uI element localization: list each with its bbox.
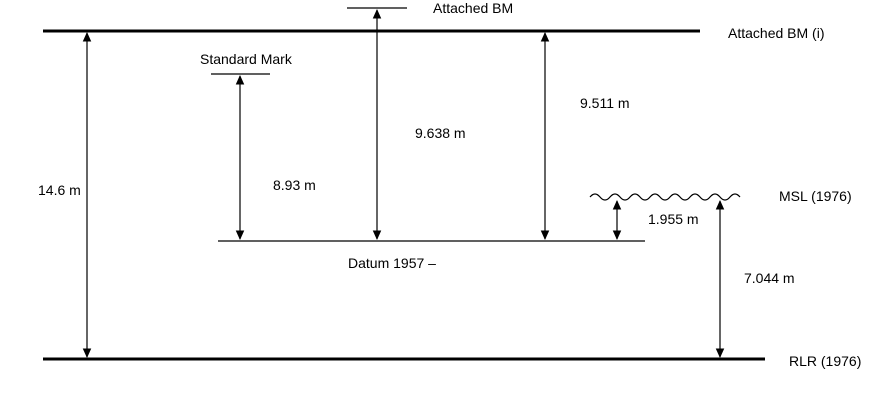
attached-bm-label: Attached BM: [433, 0, 513, 16]
msl-wave-line: [589, 193, 741, 201]
datum-1957-label: Datum 1957 –: [348, 255, 436, 271]
msl-label: MSL (1976): [779, 188, 852, 204]
measurement-1-955-label: 1.955 m: [648, 211, 699, 227]
standard-mark-label: Standard Mark: [200, 51, 293, 67]
measurement-7-044-label: 7.044 m: [744, 270, 795, 286]
measurement-9-511-label: 9.511 m: [580, 95, 630, 111]
attached-bm-i-label: Attached BM (i): [728, 25, 824, 41]
rlr-label: RLR (1976): [789, 353, 861, 369]
measurement-14-6-label: 14.6 m: [38, 182, 81, 198]
measurement-8-93-label: 8.93 m: [273, 177, 316, 193]
measurement-9-638-label: 9.638 m: [415, 125, 466, 141]
